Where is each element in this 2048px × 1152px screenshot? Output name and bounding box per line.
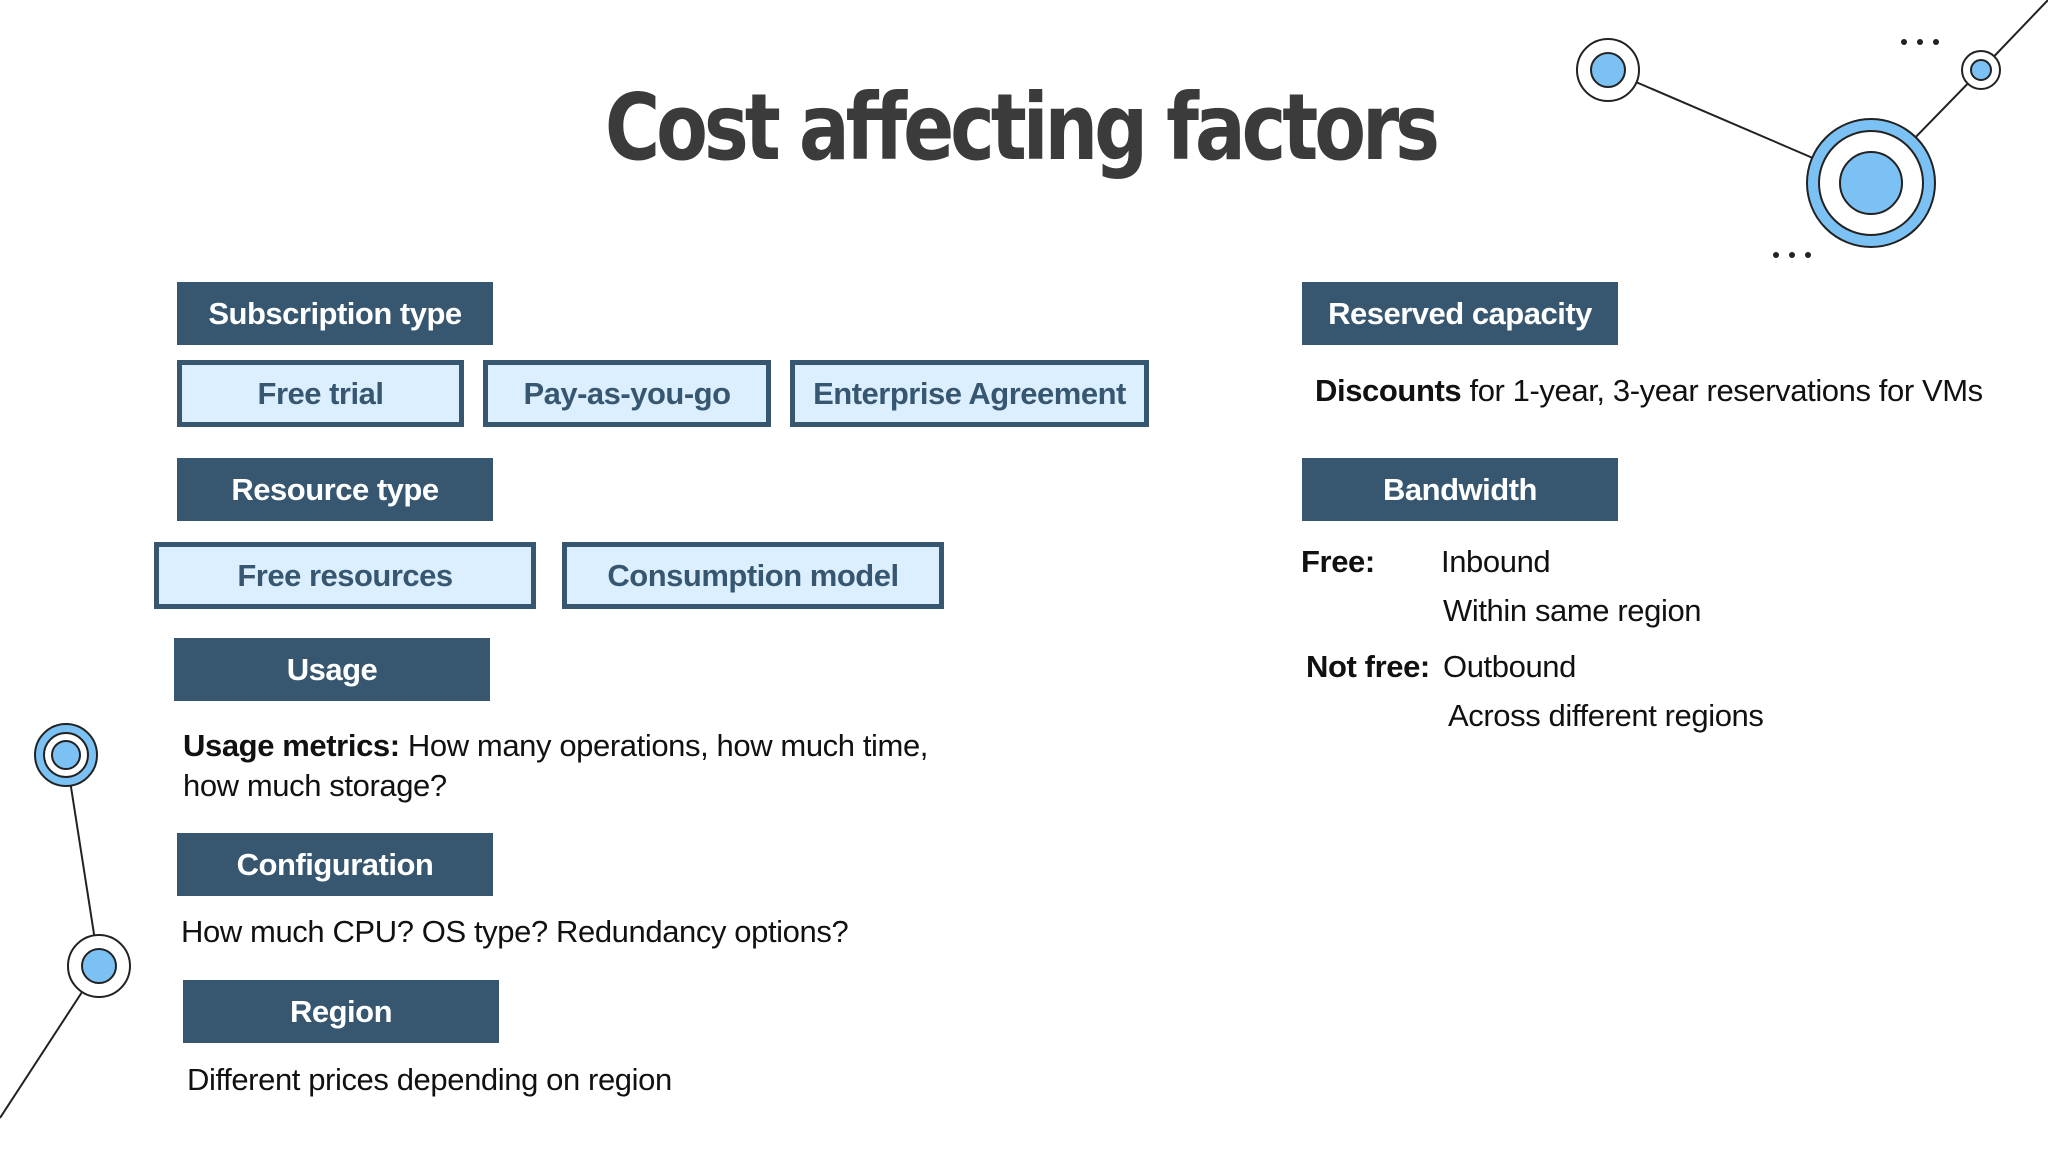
usage-metrics-label: Usage metrics: <box>183 728 400 763</box>
bandwidth-free-label: Free: <box>1301 544 1375 579</box>
reserved-capacity-text: Discounts for 1-year, 3-year reservation… <box>1315 370 1983 411</box>
reserved-capacity-header: Reserved capacity <box>1302 282 1618 345</box>
ellipsis-icon <box>1773 252 1811 258</box>
network-node-icon <box>1576 38 1640 102</box>
enterprise-agreement-option: Enterprise Agreement <box>790 360 1149 427</box>
usage-header: Usage <box>174 638 490 701</box>
configuration-header: Configuration <box>177 833 493 896</box>
usage-metrics-text: Usage metrics: How many operations, how … <box>183 725 928 766</box>
region-header: Region <box>183 980 499 1043</box>
pay-as-you-go-option: Pay-as-you-go <box>483 360 771 427</box>
network-node-icon <box>1961 50 2001 90</box>
network-node-icon <box>67 934 131 998</box>
network-node-icon <box>34 723 98 787</box>
connector-line <box>65 754 100 967</box>
bandwidth-notfree-item: Outbound <box>1443 649 1576 684</box>
bandwidth-notfree-item: Across different regions <box>1448 698 1764 733</box>
consumption-model-option: Consumption model <box>562 542 944 609</box>
bandwidth-header: Bandwidth <box>1302 458 1618 521</box>
page-title: Cost affecting factors <box>604 74 1440 181</box>
bandwidth-notfree-label: Not free: <box>1306 649 1430 684</box>
resource-type-header: Resource type <box>177 458 493 521</box>
usage-metrics-text-line2: how much storage? <box>183 768 447 803</box>
discounts-description: for 1-year, 3-year reservations for VMs <box>1461 373 1983 408</box>
region-text: Different prices depending on region <box>187 1062 672 1097</box>
bandwidth-free-item: Inbound <box>1441 544 1551 579</box>
free-trial-option: Free trial <box>177 360 464 427</box>
ellipsis-icon <box>1901 39 1939 45</box>
free-resources-option: Free resources <box>154 542 536 609</box>
usage-metrics-description: How many operations, how much time, <box>399 728 929 763</box>
discounts-label: Discounts <box>1315 373 1462 408</box>
subscription-type-header: Subscription type <box>177 282 493 345</box>
bandwidth-free-item: Within same region <box>1443 593 1702 628</box>
network-node-icon <box>1806 118 1936 248</box>
configuration-text: How much CPU? OS type? Redundancy option… <box>181 914 849 949</box>
